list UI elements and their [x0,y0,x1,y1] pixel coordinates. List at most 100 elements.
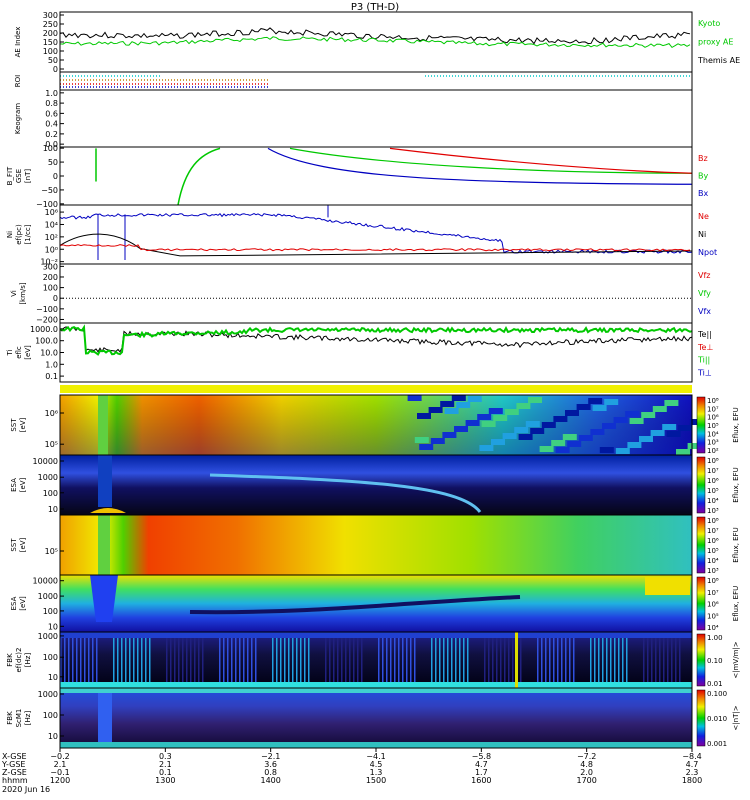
colorbar-cb-esa2 [696,576,706,631]
y-tick-label: 200 [43,29,58,38]
y-tick-label: 10⁴ [45,220,58,229]
colorbar-tick-label: 0.10 [707,657,723,665]
sst1-bin [504,409,519,415]
x-tick-label: 1500 [366,776,386,785]
x-tick-label: 4.7 [686,760,699,769]
fbk1-burst [251,638,253,682]
x-tick-label: −0.1 [50,768,69,777]
y-tick-label: 10000 [33,577,58,586]
y-tick-label: 1000 [38,473,58,482]
x-tick-label: −4.1 [366,752,385,761]
fbk1-burst [667,638,669,682]
colorbar-tick-label: 10⁸ [707,457,719,465]
y-tick-label: 1000.0 [30,325,58,334]
sst1-bin [456,402,471,408]
fbk1-burst [329,638,331,682]
sst1-bin [481,421,496,427]
fbk1-burst [386,638,388,682]
y-axis-label: GSE [15,169,23,183]
colorbar-tick-label: 10⁵ [707,547,719,555]
fbk1-burst [357,638,359,682]
sst1-bin [488,408,503,414]
sst1-bin [615,448,630,454]
sst1-bin [592,405,607,411]
fbk1-burst [72,638,74,682]
colorbar-tick-label: 10⁷ [707,405,719,413]
panel-frame-bfit [59,146,693,206]
x-row-label: hhmm [2,776,28,785]
fbk1-burst [488,638,490,682]
panel-frame-roi [59,71,693,91]
y-tick-label: 10000 [33,457,58,466]
sst1-bin [641,412,656,418]
fbk1-burst [553,638,555,682]
quality-flag-bar [60,385,692,393]
colorbar-tick-label: 10⁴ [707,430,719,438]
x-tick-label: −5.8 [472,752,491,761]
fbk1-burst [190,638,192,682]
fbk1-burst [463,638,465,682]
y-tick-label: 250 [43,20,58,29]
esa1-gap-band [98,455,112,507]
fbk1-burst [247,638,249,682]
x-tick-label: −2.1 [261,752,280,761]
legend-label: Npot [698,248,717,257]
y-axis-label: Keogram [14,103,22,134]
bz-line [389,147,693,174]
y-axis-label: [nT] [24,169,32,183]
fbk1-burst [292,638,294,682]
y-axis-label: [eV] [24,345,32,360]
panel-frame-vi [59,263,693,324]
fbk1-burst [255,638,257,682]
x-tick-label: 3.6 [264,760,277,769]
fbk1-burst [361,638,363,682]
fbk1-burst [549,638,551,682]
kyoto-ae-line [59,36,691,49]
colorbar-tick-label: 10⁶ [707,537,719,545]
fbk1-burst [149,638,151,682]
x-tick-label: 1300 [155,776,175,785]
sst1-bin [590,429,605,435]
fbk1-burst [64,638,66,682]
sst1-bin [518,434,533,440]
sst1-bin [539,446,554,452]
colorbar-tick-label: 1.00 [707,634,723,642]
fbk1-burst [137,638,139,682]
fbk1-burst [659,638,661,682]
legend-label: Bz [698,154,708,163]
sst1-bin [493,415,508,421]
y-tick-label: 10 [48,622,58,631]
fbk1-burst [561,638,563,682]
fbk1-burst [679,638,681,682]
colorbar-tick-label: 10⁷ [707,527,719,535]
fbk1-burst [284,638,286,682]
sst1-bin [419,444,434,450]
sst1-bin [514,427,529,433]
sst1-bin [664,400,679,406]
y-tick-label: 0.2 [45,130,58,139]
fbk1-burst [166,638,168,682]
fbk1-burst [520,638,522,682]
legend-label: Vfz [698,271,711,280]
legend-label: Te|| [697,330,712,339]
colorbar-tick-label: 0.010 [707,715,727,723]
sst1-bin [687,443,702,449]
fbk1-burst [117,638,119,682]
sst1-bin [525,421,540,427]
colorbar-tick-label: 10⁴ [707,497,719,505]
fbk1-burst [557,638,559,682]
y-tick-label: 10⁶ [45,208,58,217]
fbk1-burst [68,638,70,682]
esa2-hot-patch [645,577,690,595]
fbk1-burst [231,638,233,682]
fbk1-burst [398,638,400,682]
y-tick-label: 0 [53,294,58,303]
fbk1-burst [455,638,457,682]
fbk1-burst [198,638,200,682]
y-tick-label: 100 [43,144,58,153]
fbk1-burst [276,638,278,682]
y-tick-label: 10⁻² [40,258,58,267]
legend-label: Kyoto [698,19,720,28]
